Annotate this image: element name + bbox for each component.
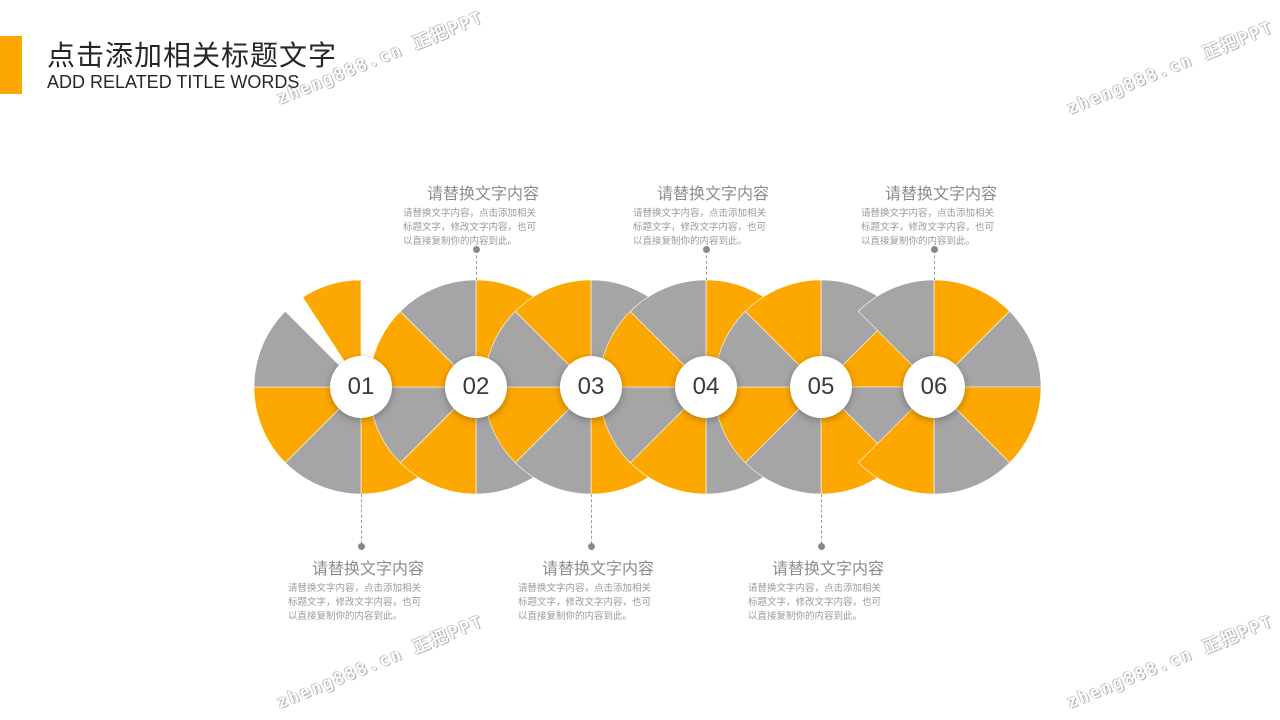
connector-line: [476, 250, 477, 280]
step-body-line: 请替换文字内容，点击添加相关: [403, 208, 537, 219]
diagram-sector: [933, 310, 1042, 388]
connector-dot: [703, 246, 710, 253]
connector-line: [934, 250, 935, 280]
diagram-sector: [933, 279, 1011, 388]
step-heading: 请替换文字内容: [884, 184, 997, 203]
diagram-sector: [253, 310, 362, 388]
connector-line: [591, 494, 592, 544]
diagram-sector: [857, 386, 935, 495]
connector-line: [706, 250, 707, 280]
step-text-03: 请替换文字内容请替换文字内容，点击添加相关 标题文字，修改文字内容，也可 以直接复制…: [518, 555, 678, 624]
step-body-line: 以直接复制你的内容到此。: [288, 611, 403, 622]
page-title: 点击添加相关标题文字: [47, 39, 338, 72]
step-body-line: 标题文字，修改文字内容，也可: [748, 597, 882, 608]
step-node-05: 05: [790, 356, 852, 418]
diagram-sector: [629, 386, 707, 495]
step-heading: 请替换文字内容: [426, 184, 539, 203]
connector-dot: [473, 246, 480, 253]
step-body-line: 以直接复制你的内容到此。: [403, 236, 518, 247]
step-text-02: 请替换文字内容请替换文字内容，点击添加相关 标题文字，修改文字内容，也可 以直接复制…: [403, 180, 563, 249]
title-accent-bar: [0, 36, 22, 94]
step-body-line: 以直接复制你的内容到此。: [861, 236, 976, 247]
connector-dot: [818, 543, 825, 550]
step-body-line: 标题文字，修改文字内容，也可: [633, 222, 767, 233]
diagram-sector: [514, 279, 592, 388]
diagram-sector: [399, 386, 477, 495]
step-node-02: 02: [445, 356, 507, 418]
diagram-sector: [744, 279, 822, 388]
diagram-sector: [933, 386, 1042, 464]
step-node-01: 01: [330, 356, 392, 418]
diagram-sector: [284, 386, 362, 495]
diagram-sector: [399, 279, 477, 388]
step-body-line: 标题文字，修改文字内容，也可: [861, 222, 995, 233]
step-body-line: 请替换文字内容，点击添加相关: [288, 583, 422, 594]
step-heading: 请替换文字内容: [541, 559, 654, 578]
step-text-04: 请替换文字内容请替换文字内容，点击添加相关 标题文字，修改文字内容，也可 以直接复制…: [633, 180, 793, 249]
connector-dot: [588, 543, 595, 550]
step-heading: 请替换文字内容: [771, 559, 884, 578]
step-text-06: 请替换文字内容请替换文字内容，点击添加相关 标题文字，修改文字内容，也可 以直接复制…: [861, 180, 1021, 249]
connector-line: [821, 494, 822, 544]
step-text-05: 请替换文字内容请替换文字内容，点击添加相关 标题文字，修改文字内容，也可 以直接复制…: [748, 555, 908, 624]
diagram-sector: [857, 279, 935, 388]
step-body-line: 请替换文字内容，点击添加相关: [633, 208, 767, 219]
step-node-06: 06: [903, 356, 965, 418]
step-body-line: 请替换文字内容，点击添加相关: [861, 208, 995, 219]
step-body-line: 标题文字，修改文字内容，也可: [518, 597, 652, 608]
step-node-03: 03: [560, 356, 622, 418]
step-heading: 请替换文字内容: [311, 559, 424, 578]
step-node-04: 04: [675, 356, 737, 418]
diagram-sector: [744, 386, 822, 495]
step-body-line: 以直接复制你的内容到此。: [633, 236, 748, 247]
step-body-line: 标题文字，修改文字内容，也可: [403, 222, 537, 233]
diagram-sector: [629, 279, 707, 388]
step-body-line: 请替换文字内容，点击添加相关: [748, 583, 882, 594]
diagram-sector: [514, 386, 592, 495]
step-text-01: 请替换文字内容请替换文字内容，点击添加相关 标题文字，修改文字内容，也可 以直接复制…: [288, 555, 448, 624]
step-body-line: 标题文字，修改文字内容，也可: [288, 597, 422, 608]
step-body-line: 以直接复制你的内容到此。: [748, 611, 863, 622]
step-heading: 请替换文字内容: [656, 184, 769, 203]
page-subtitle: ADD RELATED TITLE WORDS: [47, 72, 300, 92]
connector-line: [361, 494, 362, 544]
connector-dot: [358, 543, 365, 550]
diagram-sector: [933, 386, 1011, 495]
connector-dot: [931, 246, 938, 253]
step-body-line: 以直接复制你的内容到此。: [518, 611, 633, 622]
step-body-line: 请替换文字内容，点击添加相关: [518, 583, 652, 594]
diagram-sector: [253, 386, 362, 464]
